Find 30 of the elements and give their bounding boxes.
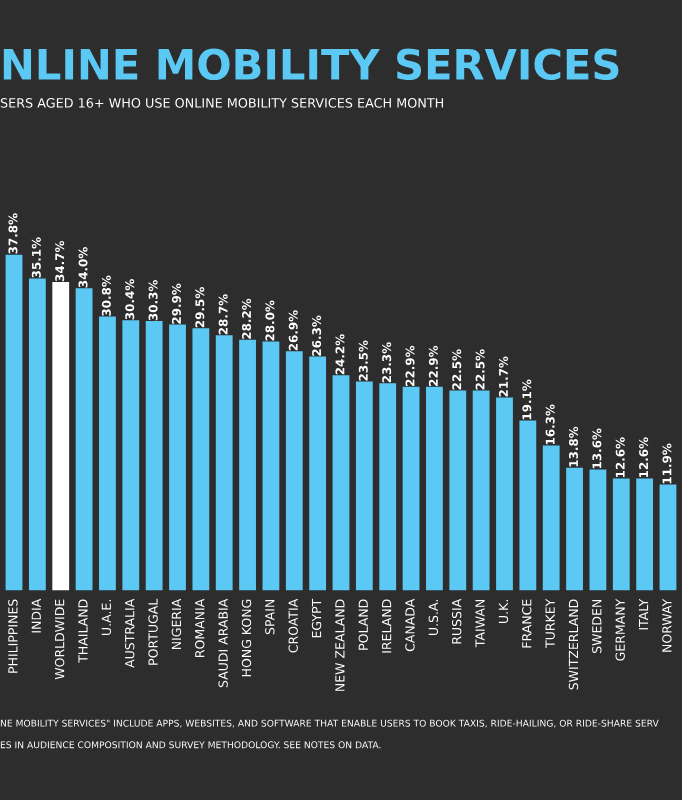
bar	[449, 390, 467, 591]
bar	[192, 328, 210, 591]
bar	[589, 469, 607, 591]
bar	[636, 478, 654, 591]
bar	[566, 467, 583, 591]
bar	[379, 383, 397, 591]
bar	[5, 254, 23, 591]
bar	[239, 339, 256, 591]
bar	[169, 324, 186, 591]
bar	[285, 351, 303, 591]
bar	[75, 288, 93, 591]
bar	[262, 341, 280, 591]
bar	[496, 397, 513, 591]
bar	[28, 278, 46, 591]
bar	[215, 335, 233, 591]
bar	[472, 390, 490, 591]
bar	[402, 386, 420, 591]
bar	[52, 281, 70, 591]
bar	[145, 321, 163, 591]
chart-title: NLINE MOBILITY SERVICES	[3, 48, 619, 81]
bar	[122, 320, 140, 591]
bar	[659, 484, 677, 591]
bar	[426, 386, 443, 591]
bar	[542, 445, 560, 591]
bar	[99, 316, 116, 591]
bar	[355, 381, 373, 591]
bar	[309, 356, 327, 591]
bar	[612, 478, 630, 591]
bar	[519, 420, 537, 591]
bar	[332, 375, 350, 591]
